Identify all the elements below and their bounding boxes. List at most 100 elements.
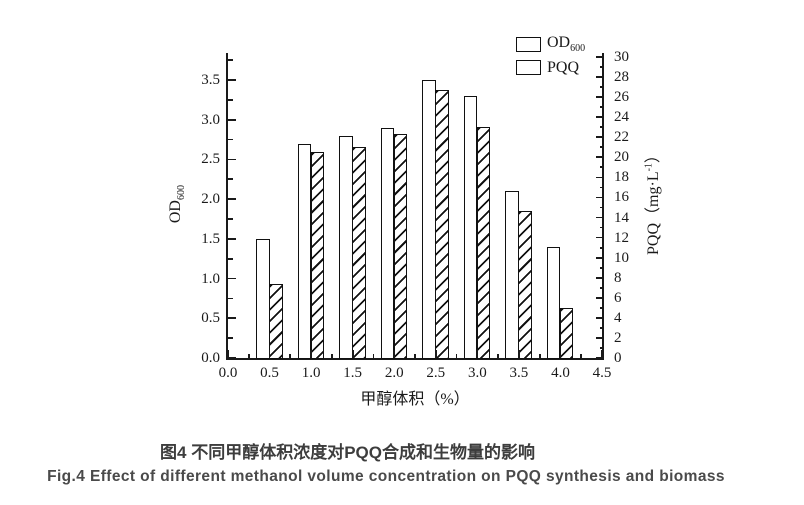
y-right-minor-tick bbox=[599, 86, 604, 88]
x-axis-title: 甲醇体积（%） bbox=[360, 391, 470, 408]
y-axis-left-spine bbox=[226, 53, 228, 360]
bar-od600 bbox=[463, 95, 478, 359]
y-right-tick-label: 30 bbox=[614, 49, 629, 65]
x-tick-label: 4.5 bbox=[592, 365, 612, 381]
bar-pqq bbox=[559, 307, 574, 359]
bar-pqq bbox=[393, 134, 408, 359]
y-right-minor-tick bbox=[599, 327, 604, 329]
y-left-tick bbox=[228, 158, 236, 161]
y-right-tick-label: 20 bbox=[614, 149, 629, 166]
y-right-tick-label: 10 bbox=[614, 249, 629, 266]
bar-pqq bbox=[310, 152, 325, 359]
y-right-tick-label: 2 bbox=[614, 329, 622, 346]
y-right-tick bbox=[596, 296, 604, 299]
y-right-tick bbox=[596, 136, 604, 139]
bar-od600 bbox=[339, 135, 353, 359]
x-tick-label: 0.0 bbox=[218, 365, 238, 381]
y-right-tick-label: 18 bbox=[614, 169, 629, 186]
y-left-tick bbox=[228, 237, 236, 240]
x-tick bbox=[601, 350, 603, 358]
x-tick-label: 1.5 bbox=[343, 365, 363, 381]
x-tick-label: 2.5 bbox=[426, 365, 446, 381]
y-right-tick bbox=[596, 56, 604, 58]
y-axis-right-spine bbox=[602, 53, 604, 360]
legend-item-od600: OD600 bbox=[516, 33, 585, 56]
bar-od600 bbox=[422, 80, 436, 359]
x-tick bbox=[476, 350, 479, 358]
legend-label-od600: OD600 bbox=[547, 34, 586, 55]
figure-caption-chinese: 图4 不同甲醇体积浓度对PQQ合成和生物量的影响 bbox=[160, 443, 535, 462]
y-left-minor-tick bbox=[228, 218, 233, 220]
y-right-tick-label: 28 bbox=[614, 69, 629, 86]
y-right-minor-tick bbox=[599, 186, 604, 189]
bar-od600 bbox=[546, 246, 561, 359]
y-right-minor-tick bbox=[599, 206, 604, 209]
y-left-minor-tick bbox=[228, 98, 233, 101]
y-right-minor-tick bbox=[599, 266, 604, 269]
x-axis-spine bbox=[226, 358, 604, 360]
x-minor-tick bbox=[330, 353, 333, 358]
y-right-tick-label: 16 bbox=[614, 189, 629, 206]
x-minor-tick bbox=[455, 353, 458, 358]
x-tick-label: 1.0 bbox=[301, 365, 321, 381]
bar-od600 bbox=[297, 143, 312, 359]
y-right-tick bbox=[596, 337, 604, 339]
y-left-tick bbox=[228, 198, 236, 201]
y-left-minor-tick bbox=[228, 178, 233, 181]
y-left-tick bbox=[228, 317, 236, 320]
y-left-tick-label: 3.0 bbox=[201, 111, 220, 128]
y-left-minor-tick bbox=[228, 138, 233, 141]
y-left-tick bbox=[228, 277, 236, 280]
x-minor-tick bbox=[414, 353, 416, 358]
y-right-tick-label: 8 bbox=[614, 269, 622, 286]
x-tick bbox=[393, 350, 396, 358]
bar-pqq bbox=[435, 90, 449, 359]
legend-label-pqq: PQQ bbox=[547, 58, 580, 76]
y-left-tick bbox=[228, 79, 236, 81]
bar-chart: OD600 PQQ（mg·L-1） 甲醇体积（%） OD600 PQQ 0.0 0… bbox=[167, 33, 662, 408]
y-right-minor-tick bbox=[599, 347, 604, 349]
x-tick-label: 3.5 bbox=[509, 365, 529, 381]
y-right-tick bbox=[596, 236, 604, 239]
figure-caption-english: Fig.4 Effect of different methanol volum… bbox=[47, 468, 725, 485]
x-minor-tick bbox=[497, 353, 499, 358]
x-tick-label: 0.5 bbox=[260, 365, 279, 381]
legend-item-pqq: PQQ bbox=[516, 56, 585, 79]
y-right-tick bbox=[596, 357, 604, 359]
y-left-tick-label: 2.5 bbox=[201, 151, 220, 168]
y-left-tick bbox=[228, 357, 236, 359]
y-left-tick-label: 1.0 bbox=[201, 270, 220, 287]
x-minor-tick bbox=[372, 353, 375, 358]
y-right-tick bbox=[596, 176, 604, 179]
x-tick bbox=[268, 350, 271, 358]
bar-pqq bbox=[476, 127, 491, 359]
y-right-tick-label: 14 bbox=[614, 209, 629, 226]
x-minor-tick bbox=[580, 353, 583, 358]
x-minor-tick bbox=[247, 353, 250, 358]
y-right-tick-label: 0 bbox=[614, 350, 622, 366]
y-right-tick-label: 22 bbox=[614, 129, 629, 146]
y-right-minor-tick bbox=[599, 106, 604, 109]
y-right-minor-tick bbox=[599, 166, 604, 169]
y-right-tick bbox=[596, 96, 604, 99]
pqq-hatch-swatch-icon bbox=[516, 60, 541, 75]
y-right-tick bbox=[596, 276, 604, 279]
x-minor-tick bbox=[538, 353, 541, 358]
y-left-minor-tick bbox=[228, 337, 233, 340]
y-right-minor-tick bbox=[599, 226, 604, 229]
legend: OD600 PQQ bbox=[516, 33, 585, 79]
y-right-tick-label: 12 bbox=[614, 229, 629, 246]
bar-pqq bbox=[518, 210, 532, 359]
y-right-tick-label: 4 bbox=[614, 309, 622, 326]
y-left-tick-label: 3.5 bbox=[201, 72, 220, 89]
y-left-tick-label: 0.5 bbox=[201, 310, 220, 327]
y-left-tick bbox=[228, 118, 236, 121]
y-left-tick-label: 2.0 bbox=[201, 191, 220, 208]
x-tick bbox=[351, 350, 354, 358]
y-left-tick-label: 1.5 bbox=[201, 230, 220, 247]
y-right-tick-label: 24 bbox=[614, 109, 629, 126]
y-right-minor-tick bbox=[599, 246, 604, 249]
y-right-tick bbox=[596, 316, 604, 319]
x-tick-label: 3.0 bbox=[467, 365, 487, 381]
